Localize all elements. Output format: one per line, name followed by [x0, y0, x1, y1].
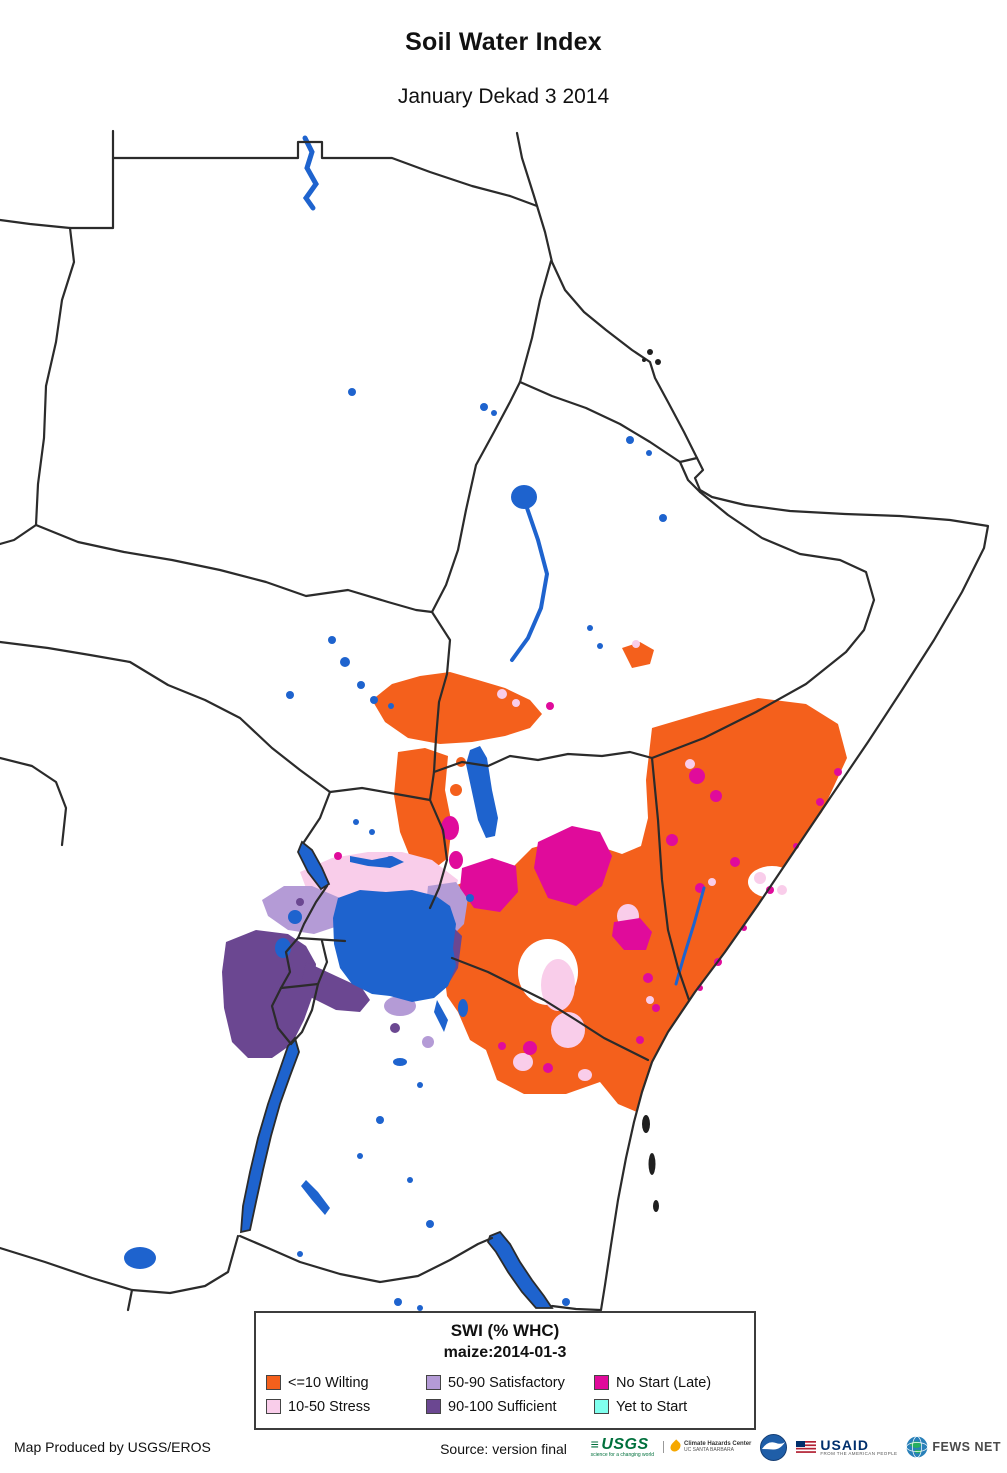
- page-subtitle: January Dekad 3 2014: [397, 85, 610, 108]
- page-title: Soil Water Index: [405, 28, 602, 56]
- legend-swatch-no-start: [594, 1375, 609, 1390]
- water-bodies: [124, 135, 706, 1311]
- legend-item: 50-90 Satisfactory: [426, 1371, 594, 1394]
- pemba-island: [648, 1153, 656, 1175]
- chc-subname: UC SANTA BARBARA: [684, 1446, 734, 1453]
- legend-item: No Start (Late): [594, 1371, 744, 1394]
- usaid-logo: USAID FROM THE AMERICAN PEOPLE: [796, 1436, 898, 1456]
- lake-albert: [297, 840, 331, 891]
- lake-edward: [288, 910, 302, 924]
- legend-box: SWI (% WHC) maize:2014-01-3 <=10 Wilting…: [254, 1311, 756, 1430]
- lake-mweru: [124, 1247, 156, 1269]
- legend-item: 90-100 Sufficient: [426, 1395, 594, 1418]
- usaid-tagline: FROM THE AMERICAN PEOPLE: [820, 1450, 898, 1456]
- usgs-wave-icon: ≡: [590, 1435, 600, 1452]
- lake-kyoga: [350, 856, 404, 868]
- legend-title: SWI (% WHC): [450, 1321, 560, 1340]
- usaid-flag-icon: [796, 1441, 817, 1453]
- lake-victoria: [333, 890, 456, 1002]
- chc-name: Climate Hazards Center: [684, 1440, 752, 1447]
- noaa-seal-icon: [760, 1433, 788, 1461]
- chc-logo: Climate Hazards Center UC SANTA BARBARA: [663, 1439, 752, 1455]
- legend-label: 50-90 Satisfactory: [448, 1374, 565, 1391]
- zanzibar-island: [642, 1115, 650, 1133]
- usgs-wordmark: USGS: [601, 1435, 649, 1453]
- usgs-tagline: science for a changing world: [590, 1451, 655, 1458]
- legend-swatch-stress: [266, 1399, 281, 1414]
- coastline: [515, 131, 990, 1312]
- logo-strip: ≡ USGS science for a changing world Clima…: [591, 1428, 1001, 1466]
- lake-tana: [511, 485, 537, 509]
- fewsnet-wordmark: FEWS NET: [932, 1440, 1001, 1454]
- legend-swatch-wilting: [266, 1375, 281, 1390]
- lake-turkana: [466, 746, 498, 838]
- legend-grid: <=10 Wilting 10-50 Stress 50-90 Satisfac…: [266, 1371, 744, 1418]
- fewsnet-globe-icon: [906, 1436, 929, 1458]
- nile-river: [302, 135, 319, 211]
- legend-label: 10-50 Stress: [288, 1398, 371, 1415]
- lake-rukwa: [301, 1180, 330, 1215]
- islands: [642, 349, 661, 1212]
- country-borders: [0, 129, 990, 1312]
- legend-item: Yet to Start: [594, 1395, 744, 1418]
- legend-item: 10-50 Stress: [266, 1395, 426, 1418]
- footer-credit: Map Produced by USGS/EROS: [14, 1439, 211, 1455]
- legend-label: Yet to Start: [616, 1398, 688, 1415]
- legend-swatch-yet-to-start: [594, 1399, 609, 1414]
- juba-river: [674, 886, 706, 986]
- legend-subtitle: maize:2014-01-3: [443, 1344, 567, 1361]
- fewsnet-logo: FEWS NET: [906, 1436, 1001, 1458]
- lake-tanganyika: [240, 1036, 300, 1234]
- legend-swatch-sufficient: [426, 1399, 441, 1414]
- usgs-logo: ≡ USGS science for a changing world: [590, 1435, 655, 1458]
- legend-swatch-satisfactory: [426, 1375, 441, 1390]
- lake-malawi: [486, 1230, 554, 1309]
- legend-item: <=10 Wilting: [266, 1371, 426, 1394]
- legend-label: No Start (Late): [616, 1374, 712, 1391]
- noaa-logo: [760, 1433, 788, 1461]
- blue-nile-river: [510, 506, 550, 662]
- usaid-wordmark: USAID: [820, 1436, 869, 1453]
- chc-flame-icon: [668, 1439, 683, 1455]
- legend-label: <=10 Wilting: [288, 1374, 369, 1391]
- legend-label: 90-100 Sufficient: [448, 1398, 557, 1415]
- footer-source: Source: version final: [440, 1441, 567, 1457]
- mafia-island: [653, 1200, 659, 1212]
